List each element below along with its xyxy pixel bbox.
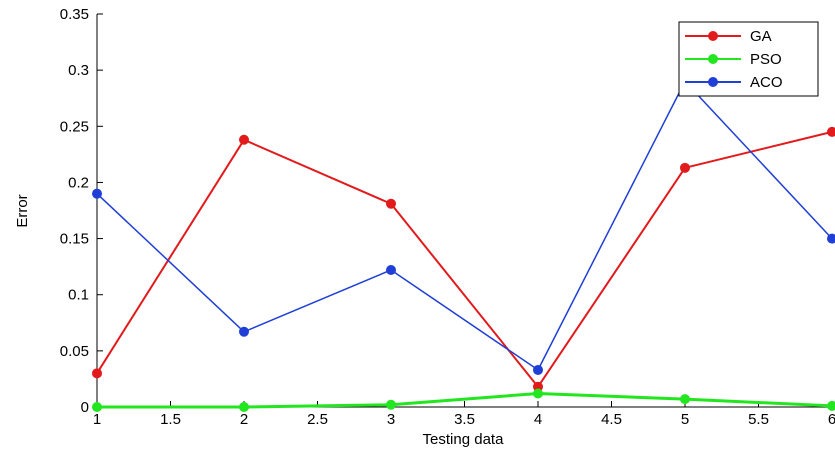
legend-label: PSO xyxy=(750,51,782,68)
y-tick-label: 0.15 xyxy=(60,231,89,248)
y-tick-label: 0.3 xyxy=(68,62,89,79)
series-line-aco xyxy=(96,80,833,371)
y-tick-label: 0 xyxy=(81,399,89,416)
data-point-aco xyxy=(386,265,396,276)
series-ga xyxy=(92,126,835,392)
legend-item-ga: GA xyxy=(685,28,772,45)
y-tick-label: 0.05 xyxy=(60,343,89,360)
x-tick-label: 4.5 xyxy=(601,411,622,428)
data-point-pso xyxy=(386,399,396,410)
legend-label: GA xyxy=(750,28,772,45)
series-pso xyxy=(92,388,835,412)
data-point-ga xyxy=(239,134,249,145)
data-point-ga xyxy=(92,368,102,379)
x-tick-label: 5.5 xyxy=(748,411,769,428)
x-tick-label: 5 xyxy=(681,411,689,428)
x-tick-label: 1 xyxy=(93,411,101,428)
legend-swatch-marker xyxy=(708,54,718,64)
data-point-ga xyxy=(680,162,690,173)
data-point-pso xyxy=(92,402,102,412)
legend-swatch-marker xyxy=(708,77,718,87)
data-point-ga xyxy=(386,198,396,209)
data-point-pso xyxy=(533,388,543,399)
legend-swatch-marker xyxy=(708,31,718,41)
data-point-ga xyxy=(827,126,835,137)
data-point-aco xyxy=(533,364,543,375)
y-axis-label: Error xyxy=(14,194,31,227)
x-tick-label: 2 xyxy=(240,411,248,428)
y-tick-label: 0.35 xyxy=(60,6,89,23)
x-tick-label: 3 xyxy=(387,411,395,428)
series-aco xyxy=(92,76,835,375)
x-tick-label: 4 xyxy=(534,411,542,428)
data-point-pso xyxy=(827,400,835,411)
axes: 1 1.5 2 2.5 3 3.5 4 4.5 5 5.5 6 0 0.05 0.1 0.15 0.2 0.25… xyxy=(60,6,835,428)
data-point-aco xyxy=(827,233,835,244)
x-tick-label: 2.5 xyxy=(307,411,328,428)
series-line-pso xyxy=(97,392,833,409)
data-point-pso xyxy=(680,394,690,405)
data-point-aco xyxy=(92,188,102,199)
x-tick-label: 1.5 xyxy=(160,411,181,428)
y-tick-label: 0.1 xyxy=(68,287,89,304)
x-axis-label: Testing data xyxy=(423,431,505,448)
legend-label: ACO xyxy=(750,74,783,91)
y-tick-label: 0.2 xyxy=(68,174,89,191)
legend-item-pso: PSO xyxy=(685,51,782,68)
x-tick-label: 6 xyxy=(828,411,835,428)
x-tick-label: 3.5 xyxy=(454,411,475,428)
series-layer xyxy=(92,76,835,412)
legend-item-aco: ACO xyxy=(685,74,783,91)
series-line-ga xyxy=(96,130,833,388)
data-point-pso xyxy=(239,402,249,412)
y-tick-label: 0.25 xyxy=(60,118,89,135)
data-point-aco xyxy=(239,326,249,337)
legend: GA PSO ACO xyxy=(678,21,819,97)
